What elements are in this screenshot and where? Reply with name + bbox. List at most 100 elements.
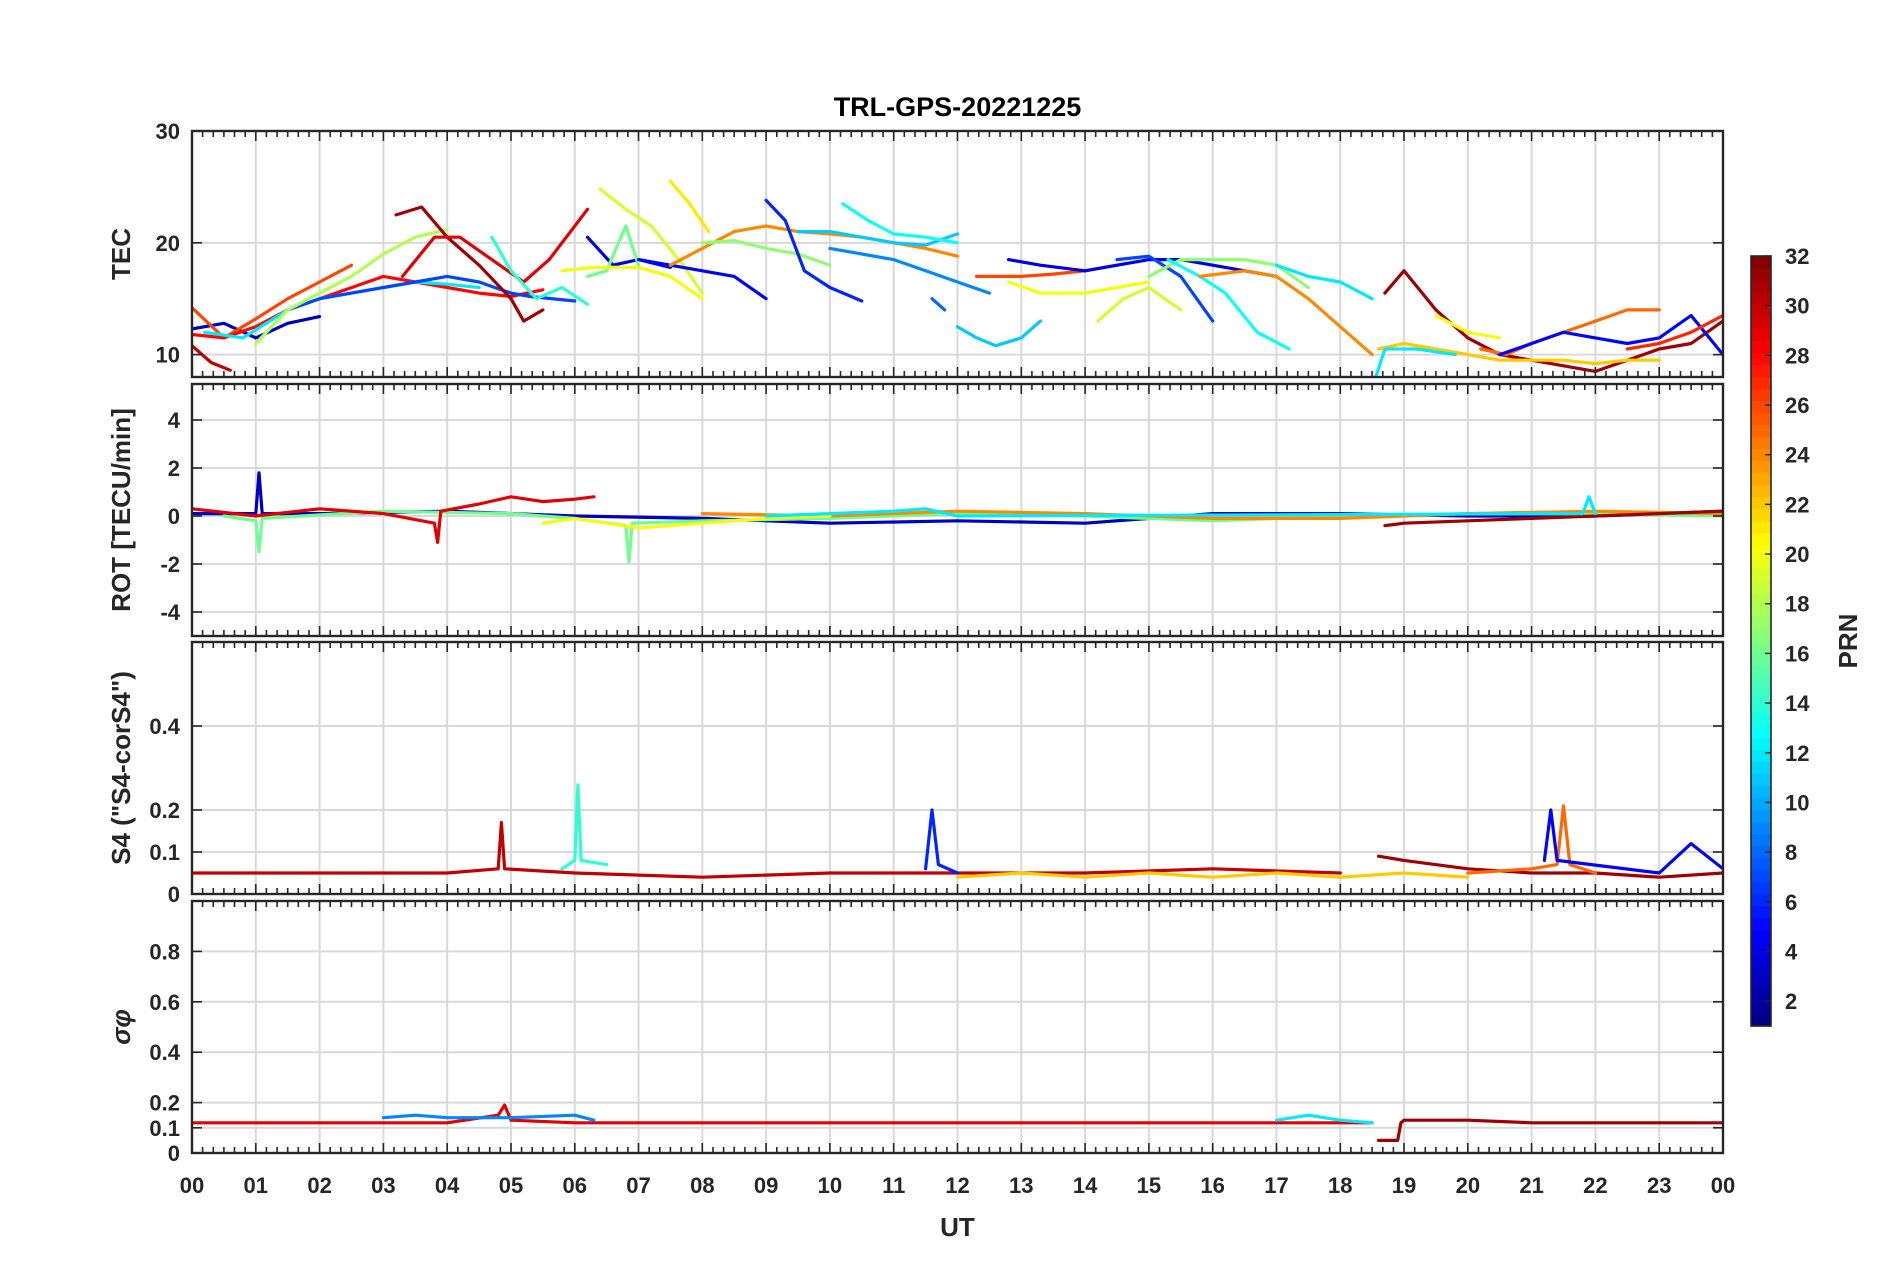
colorbar-tick-label: 16 (1785, 641, 1809, 666)
x-tick-label: 11 (882, 1173, 905, 1198)
colorbar-segment (1751, 520, 1771, 534)
colorbar-segment (1751, 328, 1771, 341)
colorbar-segment (1751, 677, 1771, 690)
colorbar-segment (1751, 869, 1771, 883)
colorbar-segment (1751, 448, 1771, 462)
colorbar-tick-label: 8 (1785, 840, 1797, 865)
x-tick-label: 00 (1711, 1173, 1735, 1198)
panel-frame (190, 899, 1725, 1155)
colorbar-segment (1751, 749, 1771, 762)
panel-frame (190, 382, 1725, 638)
colorbar-segment (1751, 532, 1771, 546)
x-tick-label: 04 (435, 1173, 460, 1198)
colorbar-segment (1751, 352, 1771, 365)
series-group (192, 783, 1723, 879)
series-line-prn-31 (1376, 854, 1723, 879)
series-line-prn-29 (192, 495, 596, 545)
series-line-prn-22 (955, 871, 1470, 879)
series-line-prn-12 (764, 495, 1598, 518)
series-line-prn-24 (1198, 269, 1374, 357)
colorbar-segment (1751, 460, 1771, 474)
colorbar-segment (1751, 797, 1771, 811)
series-line-prn-6 (923, 808, 960, 875)
x-tick-label: 06 (563, 1173, 587, 1198)
series-line-prn-13 (841, 202, 960, 245)
x-axis-label: UT (940, 1212, 975, 1242)
x-tick-label: 00 (180, 1173, 204, 1198)
colorbar-segment (1751, 965, 1771, 979)
series-line-prn-30 (192, 820, 1342, 879)
colorbar-segment (1751, 280, 1771, 293)
series-line-prn-9 (381, 1113, 596, 1122)
colorbar-segment (1751, 977, 1771, 991)
series-line-prn-11 (796, 230, 960, 247)
chart-title: TRL-GPS-20221225 (834, 92, 1082, 122)
colorbar-segment (1751, 713, 1771, 726)
x-tick-label: 12 (945, 1173, 969, 1198)
colorbar-segment (1751, 424, 1771, 438)
colorbar-segment (1751, 256, 1771, 269)
colorbar-segment (1751, 989, 1771, 1003)
y-axis-label: ROT [TECU/min] (106, 408, 136, 612)
colorbar-segment (1751, 653, 1771, 666)
colorbar-tick-label: 28 (1785, 343, 1809, 368)
x-tick-label: 20 (1456, 1173, 1480, 1198)
y-tick-label: 0.4 (149, 714, 180, 739)
panel-frame (190, 640, 1725, 896)
colorbar-segment (1751, 701, 1771, 714)
y-tick-label: 0 (168, 882, 180, 907)
x-tick-label: 01 (244, 1173, 268, 1198)
series-line-prn-20 (541, 514, 832, 530)
series-line-prn-16 (585, 224, 641, 278)
panel-frame (190, 129, 1725, 379)
x-tick-label: 09 (754, 1173, 778, 1198)
x-tick-label: 05 (499, 1173, 523, 1198)
series-line-prn-11 (955, 319, 1043, 348)
colorbar-segment (1751, 725, 1771, 738)
series-line-prn-5 (636, 258, 768, 301)
colorbar-segment (1751, 761, 1771, 774)
series-group (192, 179, 1723, 377)
y-tick-label: 0 (168, 1141, 180, 1166)
colorbar-tick-label: 24 (1785, 443, 1810, 468)
colorbar-segment (1751, 508, 1771, 522)
colorbar-segment (1751, 1001, 1771, 1015)
colorbar-segment (1751, 292, 1771, 305)
series-line-prn-19 (598, 187, 704, 295)
y-axis-label: S4 ("S4-corS4") (106, 671, 136, 865)
x-tick-labels: 00 01 02 03 04 05 06 07 08 09 10 11 12 13 14 15 16 17 18 19… (180, 1173, 1735, 1198)
y-tick-label: 0.6 (149, 990, 180, 1015)
series-line-prn-5 (1542, 808, 1723, 875)
y-tick-label: 0.2 (149, 1091, 180, 1116)
colorbar-segment (1751, 773, 1771, 786)
colorbar-tick-label: 18 (1785, 592, 1809, 617)
x-tick-label: 07 (626, 1173, 650, 1198)
colorbar-segment (1751, 268, 1771, 281)
colorbar-segment (1751, 568, 1771, 582)
series-line-prn-27 (1625, 313, 1723, 351)
y-tick-label: -2 (160, 552, 180, 577)
colorbar-segment (1751, 641, 1771, 654)
colorbar-segment (1751, 665, 1771, 678)
y-tick-label: 0.2 (149, 798, 180, 823)
colorbar-segment (1751, 376, 1771, 389)
y-axis-label: σφ (106, 1009, 136, 1045)
series-line-prn-18 (254, 227, 449, 346)
panel-rot: -4 -2 0 2 4 ROT [TECU/min] (106, 382, 1725, 638)
colorbar-segment (1751, 472, 1771, 486)
colorbar-tick-label: 14 (1785, 691, 1810, 716)
y-tick-label: 0.4 (149, 1040, 180, 1065)
colorbar-segment (1751, 496, 1771, 510)
colorbar-tick-label: 32 (1785, 244, 1809, 269)
colorbar-tick-label: 30 (1785, 294, 1809, 319)
series-line-prn-17 (700, 239, 832, 267)
colorbar-segment (1751, 833, 1771, 847)
panel-s4: 0 0.1 0.2 0.4 S4 ("S4-corS4") (106, 640, 1725, 907)
series-line-prn-9 (828, 246, 992, 295)
series-line-prn-14 (560, 783, 609, 871)
x-tick-label: 14 (1073, 1173, 1098, 1198)
x-tick-label: 13 (1009, 1173, 1033, 1198)
colorbar-tick-label: 2 (1785, 989, 1797, 1014)
colorbar-segment (1751, 412, 1771, 426)
